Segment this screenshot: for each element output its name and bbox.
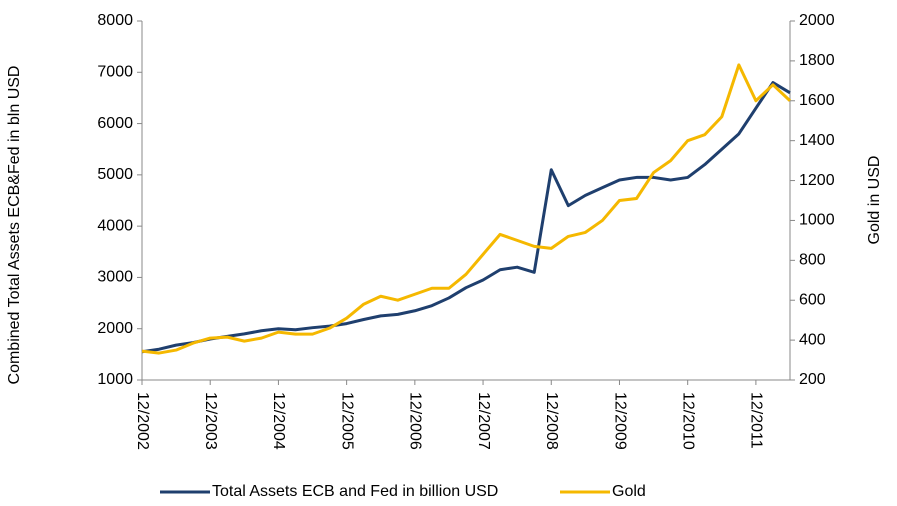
x-tick-label: 12/2010: [679, 392, 696, 450]
x-tick-label: 12/2002: [134, 392, 151, 450]
y2-tick-label: 600: [799, 291, 826, 308]
y2-tick-label: 1400: [799, 132, 835, 149]
y-axis-label: Combined Total Assets ECB&Fed in bln USD: [6, 65, 23, 385]
x-tick-label: 12/2005: [338, 392, 355, 450]
x-tick-label: 12/2007: [475, 392, 492, 450]
y-tick-label: 3000: [97, 269, 133, 286]
legend-label: Total Assets ECB and Fed in billion USD: [212, 483, 498, 500]
y-tick-label: 4000: [97, 217, 133, 234]
y-tick-label: 2000: [97, 320, 133, 337]
y2-tick-label: 1200: [799, 172, 835, 189]
x-tick-label: 12/2011: [748, 392, 765, 449]
y-tick-label: 8000: [97, 12, 133, 29]
x-tick-label: 12/2009: [611, 392, 628, 450]
legend-label: Gold: [612, 483, 646, 500]
y2-axis-label: Gold in USD: [866, 155, 883, 245]
line-series: [141, 81, 791, 354]
y2-tick-label: 800: [799, 252, 826, 269]
y2-tick-label: 1600: [799, 92, 835, 109]
y-tick-label: 7000: [97, 64, 133, 81]
y2-tick-label: 1800: [799, 52, 835, 69]
x-tick-label: 12/2003: [202, 392, 219, 450]
y-tick-label: 1000: [97, 371, 133, 388]
y2-tick-label: 2000: [799, 12, 835, 29]
x-tick-label: 12/2006: [407, 392, 424, 450]
y-tick-label: 5000: [97, 166, 133, 183]
y2-tick-label: 1000: [799, 212, 835, 229]
y2-tick-label: 200: [799, 371, 826, 388]
line-series: [141, 63, 792, 355]
x-tick-label: 12/2008: [543, 392, 560, 450]
y-tick-label: 6000: [97, 115, 133, 132]
x-tick-label: 12/2004: [270, 392, 287, 450]
y2-tick-label: 400: [799, 331, 826, 348]
